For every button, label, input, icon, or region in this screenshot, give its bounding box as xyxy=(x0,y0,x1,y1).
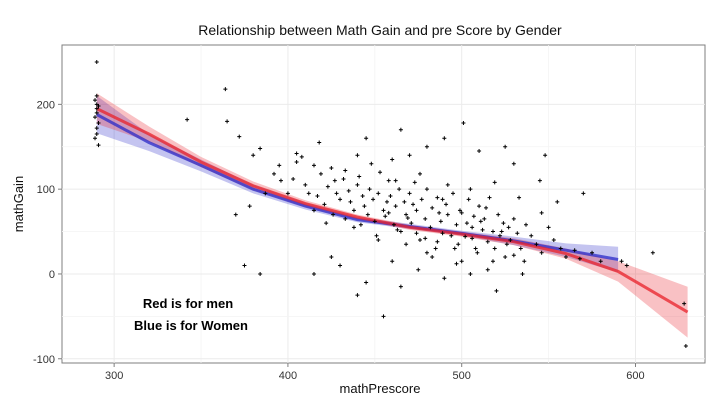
chart-title: Relationship between Math Gain and pre S… xyxy=(198,22,562,38)
x-tick-label: 400 xyxy=(279,370,297,382)
y-tick-label: 0 xyxy=(49,269,55,281)
y-tick-label: -100 xyxy=(33,354,55,366)
y-tick-label: 100 xyxy=(37,184,55,196)
y-axis-label: mathGain xyxy=(11,176,26,232)
x-tick-label: 300 xyxy=(105,370,123,382)
x-tick-label: 600 xyxy=(626,370,644,382)
x-tick-label: 500 xyxy=(453,370,471,382)
annotation-men: Red is for men xyxy=(143,296,233,311)
y-tick-label: 200 xyxy=(37,99,55,111)
x-axis-label: mathPrescore xyxy=(340,381,421,396)
annotation-women: Blue is for Women xyxy=(134,318,248,333)
